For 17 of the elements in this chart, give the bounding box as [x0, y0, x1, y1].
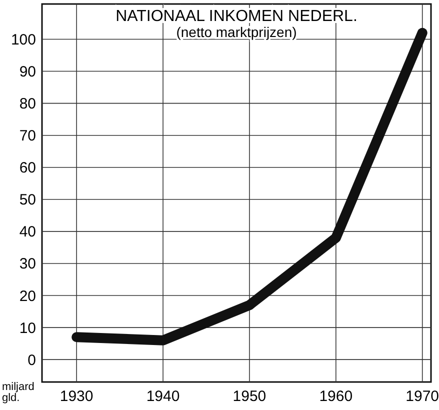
x-tick-label: 1950 [232, 388, 266, 405]
x-tick-label: 1940 [146, 388, 180, 405]
y-axis-title: miljard gld. [2, 381, 34, 404]
y-tick-label: 100 [10, 31, 36, 48]
x-tick-label: 1960 [319, 388, 353, 405]
y-tick-label: 0 [28, 352, 36, 369]
y-tick-label: 60 [19, 160, 36, 177]
y-tick-label: 70 [19, 128, 36, 145]
y-tick-label: 90 [19, 64, 36, 81]
x-tick-label: 1970 [406, 388, 439, 405]
y-tick-label: 20 [19, 288, 36, 305]
y-tick-label: 80 [19, 96, 36, 113]
y-tick-label: 10 [19, 320, 36, 337]
y-tick-label: 30 [19, 256, 36, 273]
x-tick-label: 1930 [60, 388, 94, 405]
y-tick-label: 50 [19, 192, 36, 209]
y-tick-label: 40 [19, 224, 36, 241]
